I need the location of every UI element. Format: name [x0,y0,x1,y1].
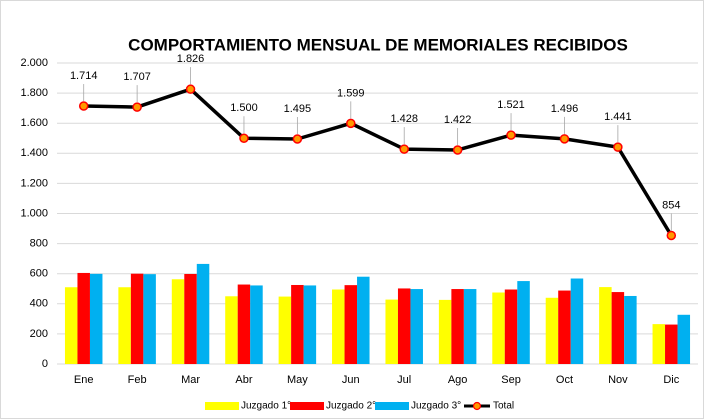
legend-label: Juzgado 3° [411,401,461,412]
legend-label: Juzgado 2° [326,401,376,412]
bar [278,296,292,364]
data-label: 1.496 [551,103,579,115]
legend-label: Juzgado 1° [241,401,291,412]
point [452,145,463,155]
y-tick-label: 1.000 [20,207,48,219]
bar [143,274,156,364]
bar [130,273,144,364]
bar [558,290,571,364]
bar [291,284,304,364]
bar [652,324,666,364]
point [132,102,142,112]
point [346,118,356,129]
chart-title: COMPORTAMIENTO MENSUAL DE MEMORIALES REC… [128,35,628,54]
bar [344,285,358,364]
bar [504,289,518,364]
bar [250,285,263,364]
legend-marker [290,402,324,410]
point [506,130,516,140]
data-label: 1.428 [390,113,418,125]
bar [237,284,251,364]
x-tick-label: Sep [501,374,521,386]
legend-marker [375,402,409,410]
bar [196,263,210,364]
legend-marker [205,402,239,410]
bar [463,289,477,364]
y-tick-label: 1.400 [20,147,48,159]
data-label: 1.521 [497,99,525,111]
point [239,133,249,143]
x-tick-label: Mar [181,374,200,386]
x-tick-label: Feb [128,374,147,386]
y-tick-label: 800 [30,238,48,250]
legend-label: Total [493,401,514,412]
data-label: 1.500 [230,102,258,114]
bar [303,285,317,364]
x-tick-label: Dic [663,374,679,386]
y-tick-label: 1.600 [20,117,48,129]
bar [517,281,530,364]
bar [677,314,691,364]
bar [451,289,464,364]
data-label: 1.495 [284,103,312,115]
x-tick-label: Abr [235,374,252,386]
data-label: 1.422 [444,114,472,126]
y-tick-label: 400 [30,298,48,310]
point [559,134,570,144]
bar [665,324,678,364]
line [83,87,673,237]
y-tick-label: 1.800 [20,87,48,99]
x-tick-label: May [287,374,308,386]
bar [410,289,423,364]
y-tick-label: 600 [30,268,48,280]
bar [624,295,637,364]
bar [397,288,411,364]
bar [385,299,398,364]
x-tick-label: Jul [397,374,411,386]
y-tick-label: 1.200 [20,177,48,189]
bar [545,297,559,364]
y-tick-label: 2.000 [20,57,48,69]
data-label: 854 [662,199,680,211]
y-tick-label: 0 [42,358,48,370]
point [399,144,409,154]
bar [118,287,131,364]
point [613,142,623,152]
bar [611,292,625,364]
legend-marker [472,401,482,411]
bar [570,278,584,364]
bar [438,299,452,364]
data-label: 1.707 [123,71,151,83]
bar [64,287,78,364]
point [185,84,196,94]
point [666,230,677,241]
x-tick-label: Ago [448,374,468,386]
bar [332,289,345,364]
bar [225,296,238,364]
bar [357,276,370,364]
x-tick-label: Ene [74,374,94,386]
bar [89,273,103,364]
y-tick-label: 200 [30,328,48,340]
x-tick-label: Nov [608,374,628,386]
bar [599,287,612,364]
x-tick-label: Oct [556,374,573,386]
x-tick-label: Jun [342,374,360,386]
data-label: 1.441 [604,111,632,123]
point [78,101,89,111]
bar [184,274,197,364]
bar [492,292,505,364]
bar [171,279,185,364]
data-label: 1.714 [70,70,98,82]
bar [77,272,90,364]
data-label: 1.599 [337,87,365,99]
data-label: 1.826 [177,53,205,65]
point [292,134,303,144]
